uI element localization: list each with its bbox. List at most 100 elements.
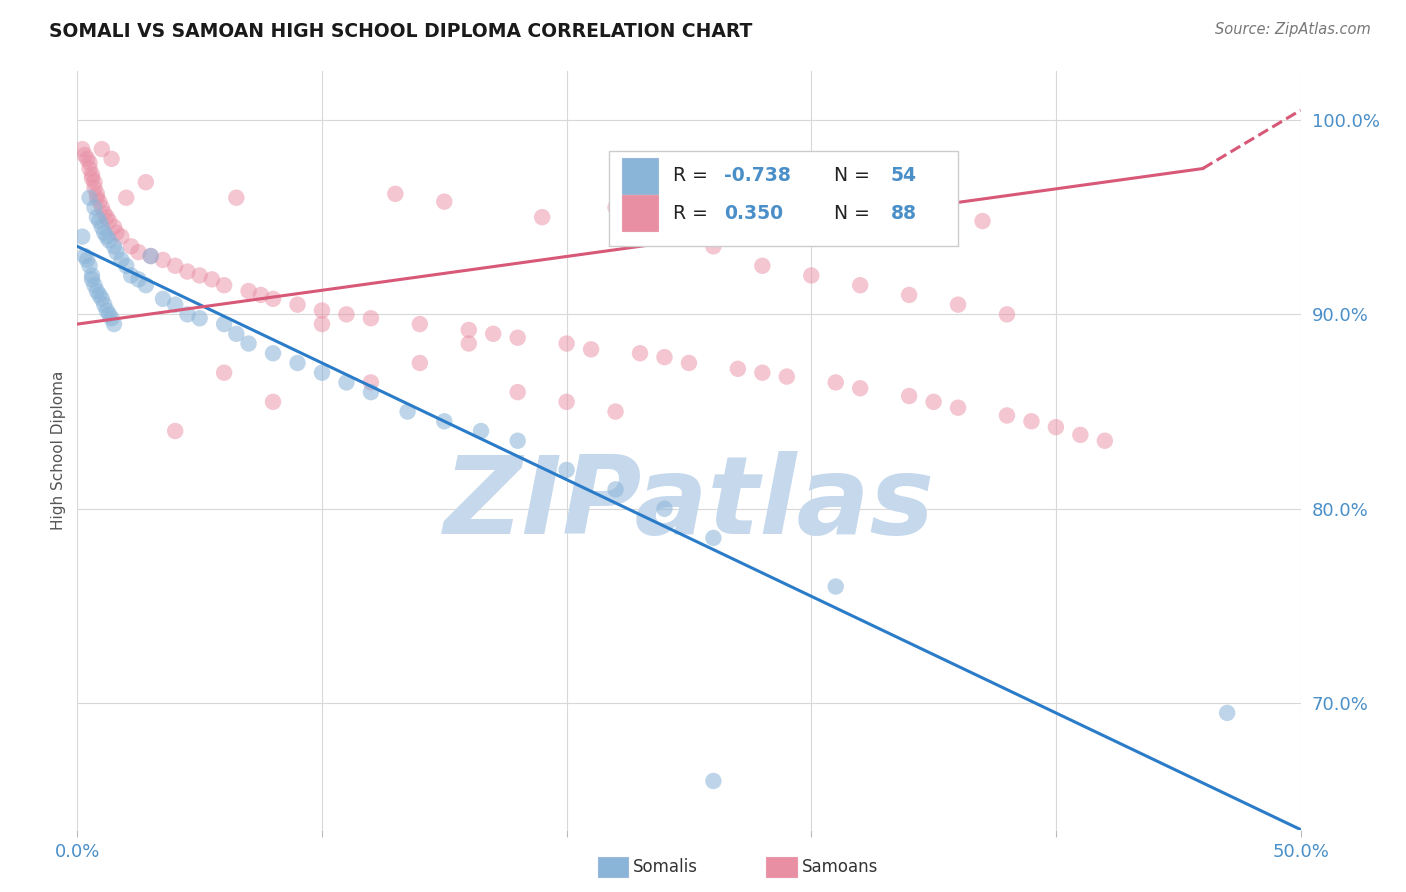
Point — [165, 298, 187, 312]
Point — [152, 252, 174, 267]
Point — [79, 259, 101, 273]
Point — [849, 381, 872, 395]
Point — [776, 369, 799, 384]
Point — [96, 210, 118, 224]
Point — [946, 298, 969, 312]
Point — [409, 317, 432, 331]
Point — [120, 239, 142, 253]
Text: -0.738: -0.738 — [724, 167, 792, 186]
Point — [409, 356, 432, 370]
Point — [83, 181, 105, 195]
Point — [1216, 706, 1239, 720]
Point — [76, 152, 98, 166]
Point — [79, 191, 101, 205]
Point — [90, 142, 112, 156]
Point — [165, 424, 187, 438]
Point — [250, 288, 273, 302]
Point — [86, 186, 108, 201]
Point — [555, 463, 578, 477]
Point — [98, 214, 121, 228]
Point — [86, 210, 108, 224]
Point — [176, 264, 198, 278]
Point — [100, 311, 122, 326]
FancyBboxPatch shape — [609, 151, 957, 245]
Point — [83, 278, 105, 293]
Point — [103, 317, 125, 331]
Text: Source: ZipAtlas.com: Source: ZipAtlas.com — [1215, 22, 1371, 37]
Point — [79, 161, 101, 176]
Point — [70, 142, 93, 156]
Point — [457, 336, 479, 351]
Point — [506, 434, 529, 448]
Point — [873, 191, 896, 205]
Point — [922, 395, 945, 409]
Point — [605, 483, 627, 497]
Point — [654, 501, 676, 516]
Point — [98, 234, 121, 248]
Point — [470, 424, 492, 438]
Point — [335, 376, 357, 390]
Text: R =: R = — [673, 203, 720, 223]
Point — [1094, 434, 1116, 448]
Point — [262, 292, 284, 306]
Point — [506, 331, 529, 345]
Point — [654, 350, 676, 364]
Point — [93, 226, 115, 240]
Point — [311, 366, 333, 380]
Point — [225, 191, 247, 205]
Point — [212, 317, 235, 331]
Point — [262, 395, 284, 409]
Point — [93, 298, 115, 312]
Point — [105, 245, 128, 260]
Point — [135, 175, 157, 189]
Point — [139, 249, 162, 263]
Point — [98, 307, 121, 321]
Point — [83, 175, 105, 189]
Point — [96, 303, 118, 318]
Point — [76, 252, 98, 267]
Point — [238, 336, 260, 351]
Text: ZIPatlas: ZIPatlas — [443, 450, 935, 557]
Y-axis label: High School Diploma: High School Diploma — [51, 371, 66, 530]
Point — [360, 376, 382, 390]
Point — [702, 219, 724, 234]
Point — [103, 239, 125, 253]
Text: N =: N = — [823, 167, 876, 186]
Point — [79, 155, 101, 169]
Point — [555, 336, 578, 351]
Text: Somalis: Somalis — [633, 858, 697, 876]
Point — [188, 268, 211, 283]
Point — [628, 346, 651, 360]
Point — [605, 201, 627, 215]
Point — [89, 288, 111, 302]
Text: N =: N = — [823, 203, 876, 223]
Point — [127, 245, 149, 260]
Point — [103, 219, 125, 234]
Point — [972, 214, 994, 228]
Point — [751, 259, 773, 273]
Point — [73, 249, 96, 263]
Point — [90, 219, 112, 234]
Point — [73, 148, 96, 162]
Point — [995, 409, 1018, 423]
Point — [115, 191, 138, 205]
Point — [531, 210, 554, 224]
Point — [360, 311, 382, 326]
Point — [86, 191, 108, 205]
Point — [201, 272, 224, 286]
Point — [96, 229, 118, 244]
Point — [506, 385, 529, 400]
Point — [70, 229, 93, 244]
Point — [605, 404, 627, 418]
Point — [702, 239, 724, 253]
Point — [110, 229, 132, 244]
Point — [80, 272, 103, 286]
Point — [995, 307, 1018, 321]
Point — [115, 259, 138, 273]
Point — [702, 531, 724, 545]
Point — [678, 356, 700, 370]
Point — [800, 268, 823, 283]
Point — [287, 298, 309, 312]
Point — [311, 317, 333, 331]
Point — [262, 346, 284, 360]
